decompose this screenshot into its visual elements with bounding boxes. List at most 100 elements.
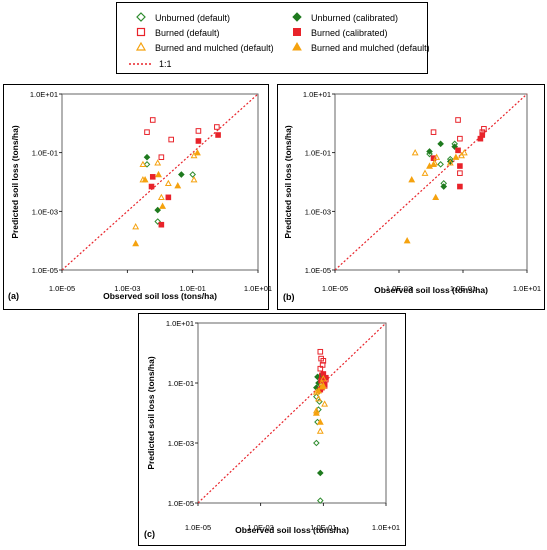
data-point (132, 239, 140, 247)
y-tick-label: 1.0E-01 (168, 379, 194, 388)
chart-b-svg: 1.0E-05 1.0E-03 1.0E-01 1.0E+01 1.0E-05 1.0E-… (277, 84, 545, 310)
data-point (321, 400, 329, 407)
y-tick-label: 1.0E-03 (32, 207, 58, 216)
data-point (195, 128, 202, 134)
x-tick-label: 1.0E-05 (49, 284, 75, 293)
legend-item-burned-default: Burned (default) (136, 27, 220, 38)
x-tick-label: 1.0E-03 (386, 284, 412, 293)
data-point (455, 147, 461, 154)
chart-c-svg: 1.0E-05 1.0E-03 1.0E-01 1.0E+01 1.0E-05 1.0E-… (138, 313, 406, 546)
data-point (139, 160, 147, 168)
data-point (317, 348, 324, 355)
x-tick-label: 1.0E-03 (248, 523, 274, 532)
legend-item-one-to-one: 1:1 (129, 59, 172, 69)
data-point (178, 171, 185, 178)
data-point (430, 129, 437, 135)
data-point (165, 194, 172, 201)
y-tick-label: 1.0E-05 (305, 266, 331, 275)
data-point (432, 193, 440, 201)
x-tick-label: 1.0E+01 (372, 523, 400, 532)
x-tick-label: 1.0E-01 (310, 523, 336, 532)
panel-label: (b) (283, 292, 295, 302)
one-to-one-line (334, 93, 528, 271)
x-tick-label: 1.0E-05 (185, 523, 211, 532)
data-point (451, 143, 458, 150)
data-point (144, 129, 150, 135)
data-point (149, 174, 156, 180)
series-2 (426, 140, 458, 190)
data-point (452, 153, 460, 160)
legend-label: Burned and mulched (default) (311, 43, 429, 53)
x-axis-label: Observed soil loss (tons/ha) (235, 525, 349, 535)
series-1 (143, 161, 196, 225)
data-point (433, 153, 441, 160)
data-point (316, 469, 324, 477)
data-point (455, 117, 461, 123)
one-to-one-line (197, 322, 387, 504)
data-point (426, 150, 433, 158)
data-point (430, 155, 437, 161)
legend-marker-filled-triangle (292, 41, 302, 51)
data-point (157, 193, 165, 201)
data-point (154, 206, 162, 214)
y-tick-label: 1.0E-05 (32, 266, 58, 275)
data-point (312, 409, 320, 416)
series-6 (312, 382, 327, 425)
y-tick-label: 1.0E-01 (305, 149, 331, 158)
series-4 (148, 132, 221, 228)
data-point (479, 132, 486, 138)
legend-item-unburned-default: Unburned (default) (136, 12, 230, 23)
series-3 (144, 117, 220, 161)
data-point (194, 149, 201, 156)
chart-a-svg: 1.0E-05 1.0E-03 1.0E-01 1.0E+01 1.0E-05 1.0E-… (3, 84, 272, 310)
data-point (315, 387, 322, 394)
data-point (437, 140, 444, 148)
legend-marker-open-triangle (135, 41, 147, 51)
data-point (457, 183, 463, 190)
y-axis-label: Predicted soil loss (tons/ha) (283, 125, 293, 239)
data-point (446, 159, 454, 166)
y-tick-label: 1.0E-05 (168, 499, 194, 508)
chart-panel-c: 1.0E-05 1.0E-03 1.0E-01 1.0E+01 1.0E-05 1.0E-… (136, 313, 408, 548)
x-tick-label: 1.0E-01 (450, 284, 476, 293)
data-point (215, 132, 221, 138)
chart-panel-a: 1.0E-05 1.0E-03 1.0E-01 1.0E+01 1.0E-05 1.0E-… (0, 84, 272, 310)
legend-label: 1:1 (159, 59, 172, 69)
data-point (154, 159, 162, 166)
y-tick-label: 1.0E+01 (30, 90, 58, 99)
data-point (481, 126, 487, 132)
x-tick-label: 1.0E-05 (322, 284, 348, 293)
data-point (158, 221, 165, 228)
series-6 (132, 149, 201, 247)
legend-marker-open-square (136, 27, 146, 37)
data-point (174, 182, 182, 189)
data-point (316, 418, 324, 425)
data-point (143, 161, 151, 168)
panel-label: (a) (8, 291, 19, 301)
data-point (158, 154, 165, 161)
data-point (457, 135, 463, 142)
series-4 (430, 132, 486, 190)
data-point (164, 179, 172, 187)
legend: Unburned (default) Unburned (calibrated)… (116, 2, 429, 74)
data-point (195, 138, 202, 144)
data-point (132, 223, 140, 230)
chart-panel-b: 1.0E-05 1.0E-03 1.0E-01 1.0E+01 1.0E-05 1.0E-… (276, 84, 547, 310)
x-tick-label: 1.0E-01 (180, 284, 206, 293)
data-point (154, 218, 162, 225)
y-tick-label: 1.0E+01 (303, 90, 331, 99)
series-1 (426, 140, 458, 187)
data-point (313, 439, 320, 447)
y-axis-label: Predicted soil loss (tons/ha) (10, 125, 20, 239)
x-tick-label: 1.0E-03 (114, 284, 140, 293)
data-point (141, 176, 149, 183)
legend-marker-filled-diamond (292, 12, 302, 22)
legend-label: Unburned (calibrated) (311, 13, 398, 23)
data-point (316, 497, 324, 504)
data-point (149, 117, 156, 123)
series-2 (143, 153, 185, 214)
data-point (159, 202, 167, 209)
data-point (411, 149, 419, 156)
y-tick-label: 1.0E-03 (305, 207, 331, 216)
data-point (440, 183, 448, 190)
